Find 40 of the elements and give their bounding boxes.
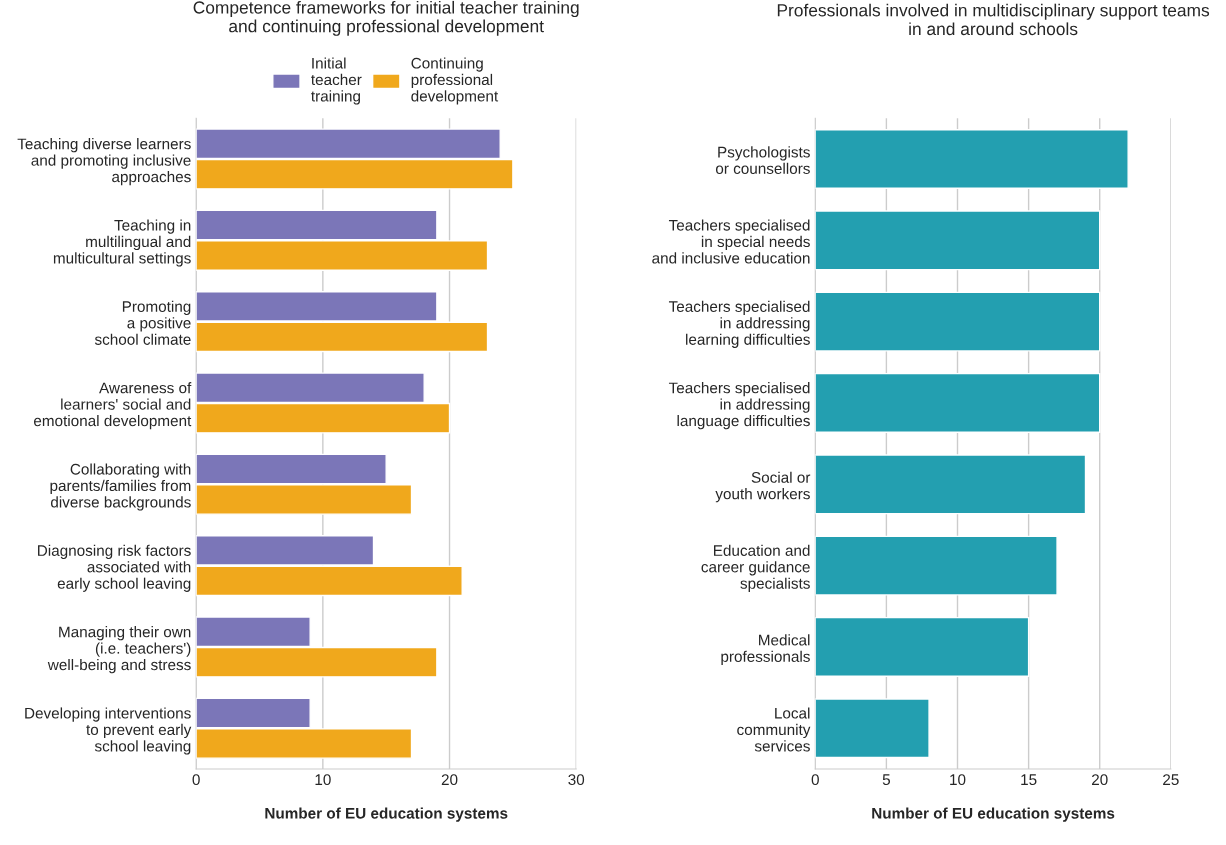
- legend-label: Continuing professional development: [411, 57, 499, 105]
- x-tick-label: 0: [192, 774, 200, 786]
- y-tick-label: Developing interventions to prevent early school leaving: [25, 707, 192, 755]
- y-tick-label: Teachers specialised in addressing learning difficulties: [668, 300, 810, 348]
- bar: [815, 210, 1101, 271]
- chart-title: Professionals involved in multidisciplinary support teams in and around schools: [777, 3, 1210, 36]
- x-axis-title: Number of EU education systems: [872, 807, 1115, 822]
- bar: [815, 291, 1101, 352]
- y-tick-label: Managing their own (i.e. teachers') well-being and stress: [47, 626, 191, 674]
- y-tick-label: Teaching diverse learners and promoting inclusive approaches: [17, 138, 191, 186]
- chart-title: Competence frameworks for initial teacher training and continuing professional development: [193, 0, 579, 36]
- bar: [815, 128, 1129, 189]
- bar: [815, 698, 930, 759]
- bar: [815, 535, 1058, 596]
- bar: [815, 454, 1087, 515]
- x-tick-label: 0: [811, 774, 819, 786]
- y-tick-label: Collaborating with parents/families from diverse backgrounds: [50, 463, 191, 511]
- y-tick-label: Teachers specialised in special needs and inclusive education: [652, 219, 810, 264]
- y-tick-label: Education and career guidance specialists: [701, 544, 810, 592]
- y-tick-label: Diagnosing risk factors associated with early school leaving: [38, 544, 191, 592]
- x-tick-label: 20: [441, 774, 458, 786]
- y-tick-label: Awareness of learners' social and emotional development: [33, 382, 192, 430]
- x-tick-label: 15: [1021, 774, 1037, 786]
- y-tick-label: Local community services: [737, 707, 811, 752]
- x-tick-label: 10: [315, 774, 331, 786]
- y-tick-label: Medical professionals: [721, 634, 810, 665]
- x-tick-label: 5: [882, 774, 891, 786]
- y-tick-label: Social or youth workers: [715, 471, 811, 503]
- y-tick-label: Teachers specialised in addressing language difficulties: [668, 382, 810, 430]
- bar: [815, 372, 1101, 433]
- y-tick-label: Psychologists or counsellors: [715, 146, 810, 174]
- legend-label: Initial teacher training: [311, 57, 362, 105]
- x-tick-label: 20: [1091, 774, 1108, 786]
- x-tick-label: 25: [1163, 774, 1179, 786]
- y-tick-label: Promoting a positive school climate: [94, 300, 191, 345]
- x-tick-label: 10: [950, 774, 966, 786]
- x-tick-label: 30: [568, 774, 585, 786]
- bar: [815, 616, 1030, 677]
- x-axis-title: Number of EU education systems: [265, 807, 508, 822]
- y-tick-label: Teaching in multilingual and multicultural settings: [53, 219, 191, 267]
